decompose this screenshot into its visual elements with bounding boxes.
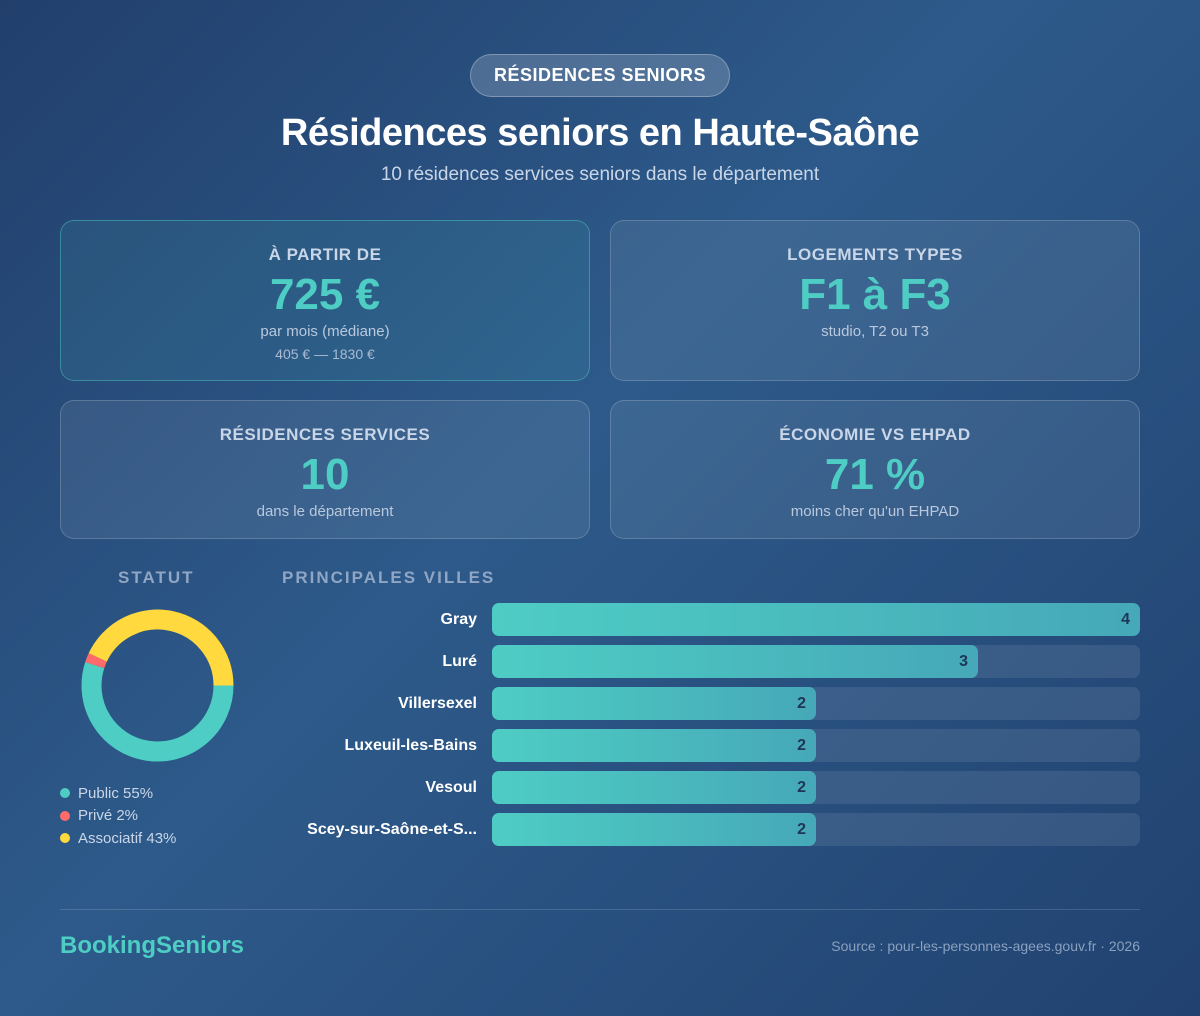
- brand-logo: BookingSeniors: [60, 932, 245, 959]
- legend-dot: [60, 833, 70, 844]
- bar-track: 2: [492, 687, 1140, 720]
- bar-track: 2: [492, 771, 1140, 804]
- price-range: 405 € — 1830 €: [275, 346, 375, 362]
- bar: 4: [492, 603, 1140, 636]
- bar: 2: [492, 729, 816, 762]
- bar-value-label: 4: [1121, 611, 1130, 628]
- legend-dot: [60, 810, 70, 821]
- status-chart-title: STATUT: [118, 568, 195, 587]
- donut-slice-public: [81, 662, 234, 762]
- cities-bar-chart: Gray 4 Luré 3 Villersexel 2 Luxeuil-les-Bains 2…: [280, 603, 1140, 855]
- price-sub: par mois (médiane): [260, 323, 390, 340]
- bar-track: 2: [492, 813, 1140, 846]
- bar-value-label: 3: [959, 653, 968, 670]
- count-value: 10: [300, 450, 350, 499]
- page-subtitle: 10 résidences services seniors dans le d…: [380, 164, 820, 185]
- bar-row: Luré 3: [280, 645, 1140, 687]
- bar-value-label: 2: [797, 695, 806, 712]
- cities-chart-title: PRINCIPALES VILLES: [282, 568, 496, 587]
- category-badge: RÉSIDENCES SENIORS: [470, 54, 730, 97]
- page-title: Résidences seniors en Haute-Saône: [280, 112, 920, 154]
- status-donut-chart: [81, 609, 234, 762]
- bar-category-label: Scey-sur-Saône-et-S...: [307, 821, 477, 838]
- bar: 2: [492, 813, 816, 846]
- bar-category-label: Gray: [440, 611, 477, 628]
- bar: 2: [492, 687, 816, 720]
- legend-item-associatif: Associatif 43%: [60, 827, 176, 850]
- status-legend: Public 55% Privé 2% Associatif 43%: [60, 782, 176, 850]
- bar-track: 3: [492, 645, 1140, 678]
- bar-track: 2: [492, 729, 1140, 762]
- bar: 3: [492, 645, 978, 678]
- bar-row: Vesoul 2: [280, 771, 1140, 813]
- housing-sub: studio, T2 ou T3: [821, 323, 929, 340]
- bar-row: Scey-sur-Saône-et-S... 2: [280, 813, 1140, 855]
- legend-dot: [60, 788, 70, 799]
- bar-category-label: Luré: [442, 653, 477, 670]
- bar-category-label: Vesoul: [425, 779, 477, 796]
- donut-slice-associatif: [88, 609, 234, 686]
- price-card: À PARTIR DE 725 € par mois (médiane) 405…: [60, 220, 590, 381]
- legend-label: Associatif 43%: [78, 829, 177, 847]
- price-label: À PARTIR DE: [268, 245, 382, 264]
- housing-value: F1 à F3: [799, 270, 951, 319]
- bar-track: 4: [492, 603, 1140, 636]
- donut-slice-privé: [85, 653, 107, 669]
- housing-label: LOGEMENTS TYPES: [787, 245, 963, 264]
- savings-label: ÉCONOMIE VS EHPAD: [779, 425, 971, 444]
- bar-category-label: Villersexel: [398, 695, 477, 712]
- bar-value-label: 2: [797, 737, 806, 754]
- bar-value-label: 2: [797, 821, 806, 838]
- legend-item-public: Public 55%: [60, 782, 176, 805]
- bar-row: Luxeuil-les-Bains 2: [280, 729, 1140, 771]
- bar: 2: [492, 771, 816, 804]
- footer-divider: [60, 909, 1140, 910]
- source-note: Source : pour-les-personnes-agees.gouv.f…: [831, 938, 1140, 954]
- bar-row: Gray 4: [280, 603, 1140, 645]
- count-sub: dans le département: [256, 503, 394, 520]
- bar-row: Villersexel 2: [280, 687, 1140, 729]
- count-card: RÉSIDENCES SERVICES 10 dans le départeme…: [60, 400, 590, 539]
- savings-sub: moins cher qu'un EHPAD: [790, 503, 960, 520]
- legend-item-privé: Privé 2%: [60, 805, 176, 828]
- legend-label: Privé 2%: [78, 807, 139, 825]
- count-label: RÉSIDENCES SERVICES: [219, 425, 431, 444]
- housing-card: LOGEMENTS TYPES F1 à F3 studio, T2 ou T3: [610, 220, 1140, 381]
- price-value: 725 €: [269, 270, 381, 319]
- legend-label: Public 55%: [78, 784, 154, 802]
- savings-card: ÉCONOMIE VS EHPAD 71 % moins cher qu'un …: [610, 400, 1140, 539]
- savings-value: 71 %: [824, 450, 926, 499]
- bar-category-label: Luxeuil-les-Bains: [344, 737, 477, 754]
- bar-value-label: 2: [797, 779, 806, 796]
